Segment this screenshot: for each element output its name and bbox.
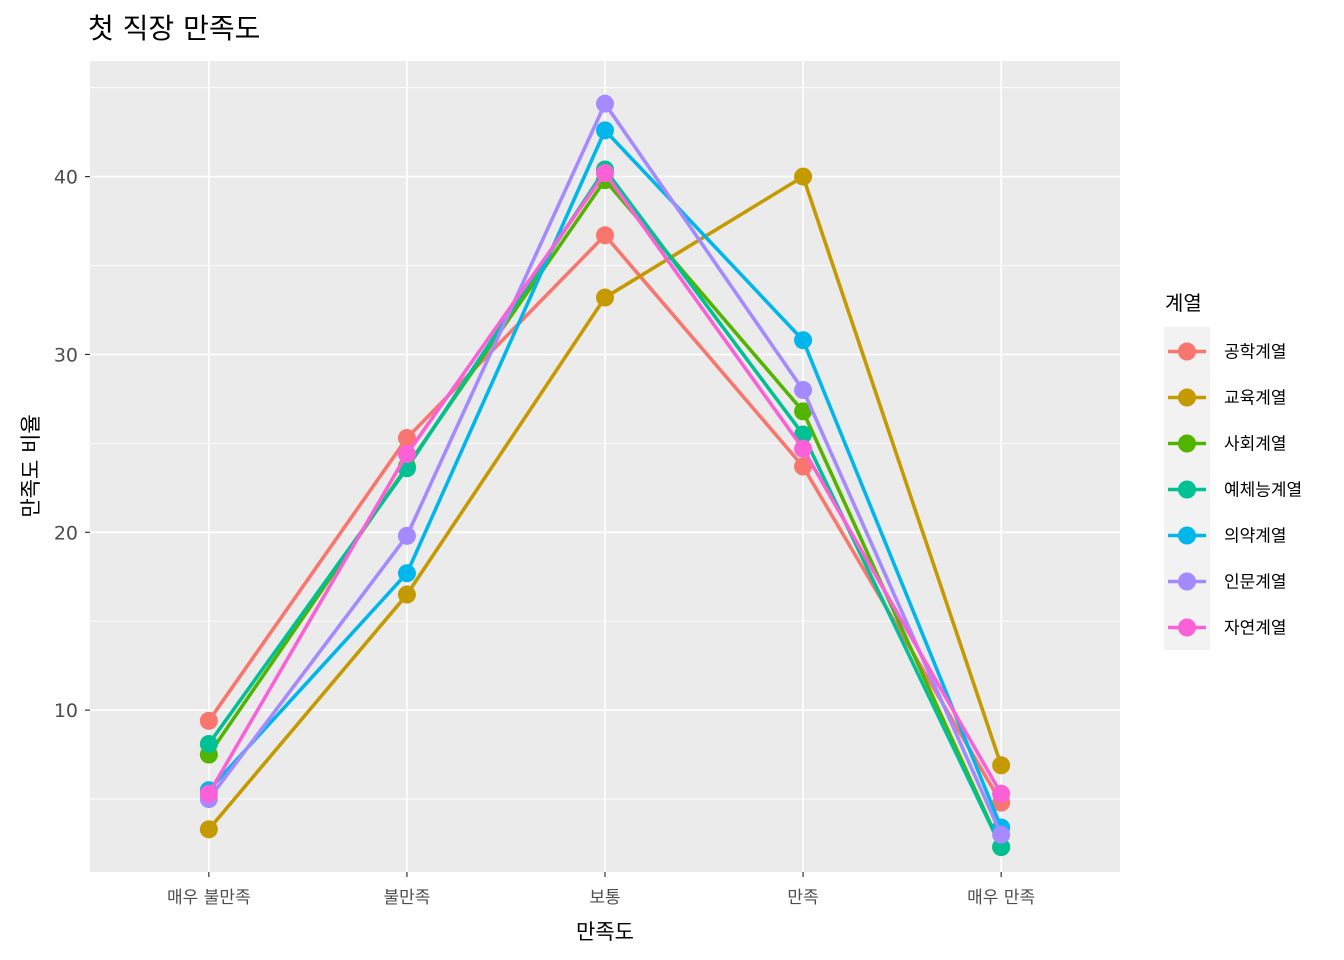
data-point <box>794 402 813 421</box>
legend-item: 의약계열 <box>1168 526 1287 547</box>
legend-label: 자연계열 <box>1224 619 1287 639</box>
legend-item: 인문계열 <box>1168 572 1287 593</box>
x-tick-label: 만족 <box>787 888 818 908</box>
data-point <box>794 331 813 350</box>
data-point <box>199 711 218 730</box>
chart-title: 첫 직장 만족도 <box>88 12 260 45</box>
data-point <box>794 457 813 476</box>
data-point <box>794 425 813 444</box>
data-point <box>596 288 614 307</box>
data-point <box>596 121 614 140</box>
data-point <box>992 838 1011 857</box>
legend-item: 공학계열 <box>1168 342 1287 363</box>
data-point <box>397 585 416 604</box>
data-point <box>794 167 813 186</box>
data-point <box>397 445 416 464</box>
x-axis-label: 만족도 <box>576 920 634 944</box>
legend-label: 공학계열 <box>1224 343 1287 363</box>
y-tick-label: 20 <box>54 522 78 544</box>
legend-key-point <box>1178 618 1196 637</box>
series-공학계열 <box>199 226 1011 812</box>
x-tick-label: 불만족 <box>383 888 430 908</box>
data-point <box>596 226 614 245</box>
data-point <box>199 820 218 839</box>
y-tick-label: 10 <box>54 700 78 722</box>
data-point <box>199 734 218 753</box>
legend-item: 자연계열 <box>1168 618 1287 639</box>
legend-key-point <box>1178 572 1196 591</box>
data-point <box>596 94 614 113</box>
legend-key-point <box>1178 342 1196 361</box>
legend-key-point <box>1178 526 1196 545</box>
series-자연계열 <box>199 164 1011 803</box>
data-point <box>199 784 218 803</box>
data-point <box>992 756 1011 775</box>
y-tick-label: 30 <box>54 344 78 366</box>
x-tick-label: 매우 불만족 <box>167 888 251 908</box>
y-axis-label: 만족도 비율 <box>19 414 43 517</box>
legend-label: 예체능계열 <box>1224 481 1302 501</box>
y-tick-label: 40 <box>54 167 78 189</box>
legend-key-point <box>1178 480 1196 499</box>
legend-key-point <box>1178 434 1196 453</box>
x-tick-label: 보통 <box>589 888 620 908</box>
data-point <box>992 784 1011 803</box>
legend-label: 인문계열 <box>1224 573 1287 593</box>
data-point <box>397 429 416 448</box>
data-point <box>794 439 813 458</box>
series-교육계열 <box>199 167 1011 839</box>
legend-key-point <box>1178 388 1196 407</box>
legend-title: 계열 <box>1165 291 1202 315</box>
x-tick-label: 매우 만족 <box>967 888 1035 908</box>
data-point <box>596 164 614 183</box>
data-point <box>397 564 416 583</box>
legend-item: 사회계열 <box>1168 434 1287 455</box>
legend-label: 의약계열 <box>1224 527 1287 547</box>
data-point <box>397 526 416 545</box>
legend-item: 교육계열 <box>1168 388 1287 409</box>
legend-label: 사회계열 <box>1224 435 1287 455</box>
legend-item: 예체능계열 <box>1168 480 1302 501</box>
legend-label: 교육계열 <box>1224 389 1287 409</box>
data-point <box>992 825 1011 844</box>
data-point <box>794 381 813 400</box>
axis-ticks: 10 20 30 40 매우 불만족 불만족 보통 만족 매우 만족 <box>54 167 1035 908</box>
series-layer <box>199 94 1011 857</box>
